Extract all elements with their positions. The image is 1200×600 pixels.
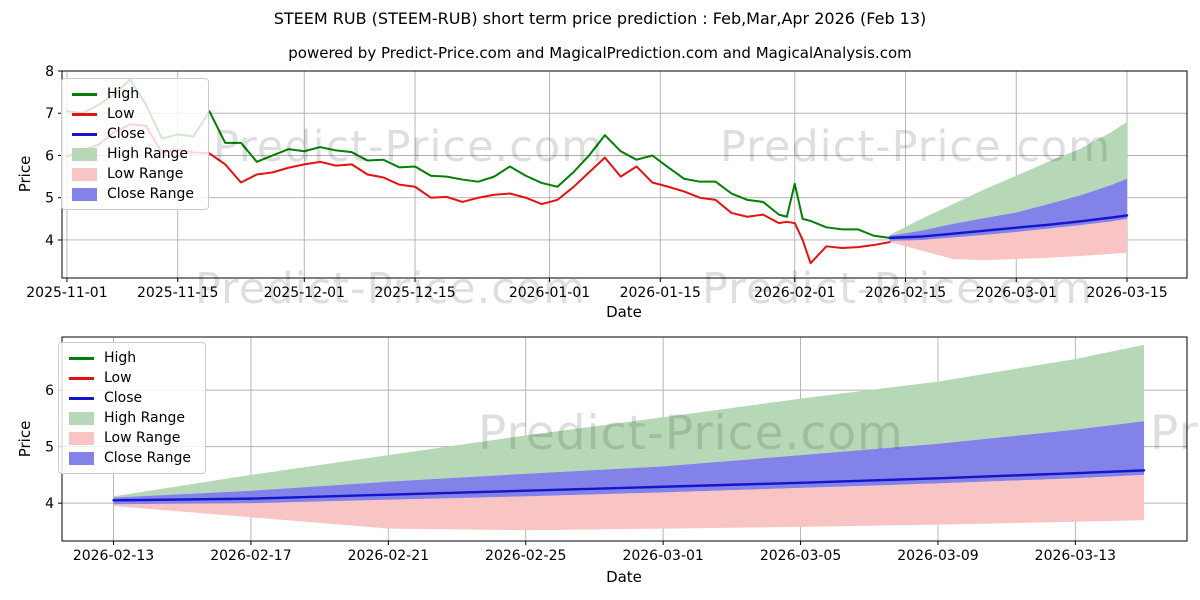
y-tick-label: 6 xyxy=(45,383,54,399)
legend-label: Low Range xyxy=(104,430,181,446)
high-line xyxy=(65,78,891,239)
legend: High Low Close High Range Low Range Close Ran… xyxy=(58,342,206,474)
x-tick-label: 2026-02-25 xyxy=(485,548,566,564)
x-tick-label: 2026-03-15 xyxy=(1086,285,1167,301)
legend-label: Low xyxy=(107,106,135,122)
high-range-area xyxy=(113,344,1145,498)
legend-item-high-range: High Range xyxy=(69,410,191,426)
x-tick-label: 2026-03-01 xyxy=(622,548,703,564)
y-tick-label: 8 xyxy=(45,64,54,80)
x-tick-label: 2026-02-21 xyxy=(348,548,429,564)
legend-label: High Range xyxy=(104,410,185,426)
watermark: Predict-Price.com xyxy=(213,122,605,172)
watermark: Predict-Price.com xyxy=(720,122,1112,172)
legend-patch-swatch xyxy=(72,187,97,201)
legend-item-close: Close xyxy=(72,126,194,142)
x-tick-label: 2026-03-01 xyxy=(976,285,1057,301)
x-axis-label-top: Date xyxy=(606,303,642,321)
page-title: STEEM RUB (STEEM-RUB) short term price p… xyxy=(273,9,927,28)
x-tick-label: 2025-11-01 xyxy=(26,285,107,301)
low-range-area xyxy=(889,218,1128,261)
close-range-area xyxy=(889,178,1128,241)
legend-label: Close Range xyxy=(107,186,194,202)
legend-item-low: Low xyxy=(72,106,194,122)
high-range-area xyxy=(889,121,1128,236)
x-tick-label: 2026-03-13 xyxy=(1035,548,1116,564)
watermark: Predict-Price.com xyxy=(702,264,1094,314)
legend-label: Close xyxy=(107,126,146,142)
x-tick-label: 2026-03-05 xyxy=(760,548,841,564)
legend-item-low-range: Low Range xyxy=(72,166,194,182)
y-axis-label-top: Price xyxy=(16,155,34,193)
x-tick-label: 2026-03-09 xyxy=(897,548,978,564)
legend-line-swatch xyxy=(69,356,94,360)
legend-line-swatch xyxy=(72,112,97,116)
legend-patch-swatch xyxy=(69,431,94,445)
legend-label: High xyxy=(104,350,137,366)
x-tick-label: 2026-01-15 xyxy=(620,285,701,301)
legend-item-low-range: Low Range xyxy=(69,430,191,446)
x-tick-label: 2026-02-13 xyxy=(73,548,154,564)
x-tick-label: 2026-02-17 xyxy=(210,548,291,564)
watermark: Predict-Price.com xyxy=(1150,406,1200,461)
x-axis-label-bottom: Date xyxy=(606,568,642,586)
legend-label: Low xyxy=(104,370,132,386)
legend-line-swatch xyxy=(69,396,94,400)
legend-item-close-range: Close Range xyxy=(69,450,191,466)
legend-patch-swatch xyxy=(72,167,97,181)
legend-item-high-range: High Range xyxy=(72,146,194,162)
legend-label: Close xyxy=(104,390,143,406)
x-tick-label: 2025-12-01 xyxy=(264,285,345,301)
y-tick-label: 5 xyxy=(45,440,54,456)
legend-line-swatch xyxy=(72,132,97,136)
y-tick-label: 4 xyxy=(45,496,54,512)
x-tick-label: 2026-02-15 xyxy=(865,285,946,301)
legend-item-close: Close xyxy=(69,390,191,406)
close-line xyxy=(112,469,1146,502)
legend-item-high: High xyxy=(69,350,191,366)
legend-item-low: Low xyxy=(69,370,191,386)
low-range-area xyxy=(113,474,1145,531)
y-tick-label: 4 xyxy=(45,233,54,249)
legend-label: Close Range xyxy=(104,450,191,466)
y-tick-label: 5 xyxy=(45,191,54,207)
legend: High Low Close High Range Low Range Close Ran… xyxy=(61,78,209,210)
legend-label: Low Range xyxy=(107,166,184,182)
legend-item-high: High xyxy=(72,86,194,102)
y-axis-label-bottom: Price xyxy=(16,420,34,458)
x-tick-label: 2026-02-01 xyxy=(754,285,835,301)
close-range-area xyxy=(113,421,1145,505)
legend-item-close-range: Close Range xyxy=(72,186,194,202)
close-line xyxy=(888,214,1129,240)
watermark: Predict-Price.com xyxy=(478,406,904,461)
legend-patch-swatch xyxy=(72,147,97,161)
x-tick-label: 2025-12-15 xyxy=(374,285,455,301)
legend-patch-swatch xyxy=(69,411,94,425)
x-tick-label: 2025-11-15 xyxy=(137,285,218,301)
legend-label: High xyxy=(107,86,140,102)
chart-subtitle: powered by Predict-Price.com and Magical… xyxy=(288,44,912,62)
y-tick-label: 7 xyxy=(45,106,54,122)
y-tick-label: 6 xyxy=(45,148,54,164)
low-line xyxy=(65,123,891,265)
legend-label: High Range xyxy=(107,146,188,162)
x-tick-label: 2026-01-01 xyxy=(509,285,590,301)
legend-patch-swatch xyxy=(69,451,94,465)
watermark: Predict-Price.com xyxy=(195,264,587,314)
legend-line-swatch xyxy=(69,376,94,380)
legend-line-swatch xyxy=(72,92,97,96)
